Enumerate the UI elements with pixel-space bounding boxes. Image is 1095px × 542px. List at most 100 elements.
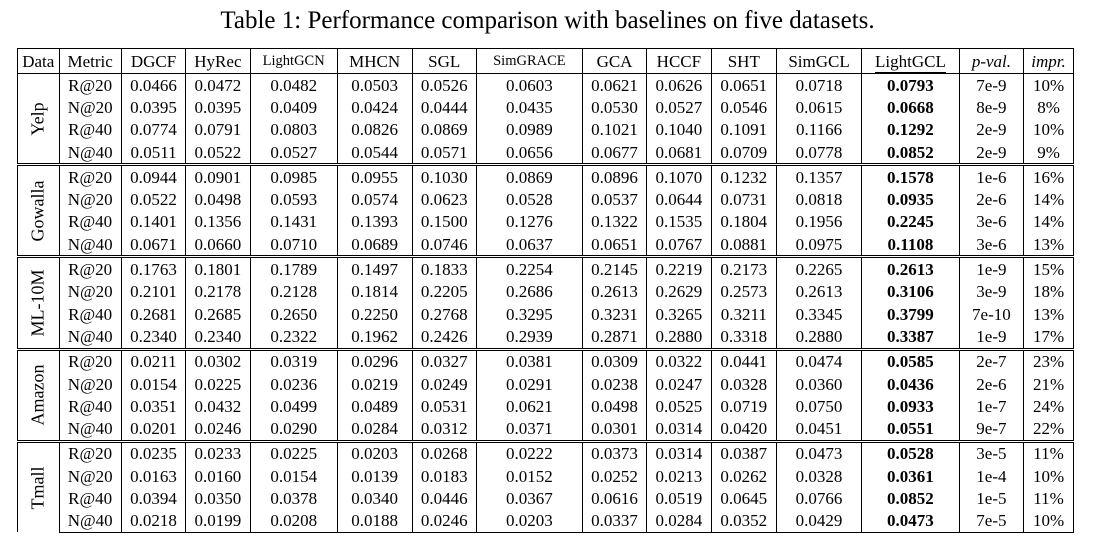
value-cell: 0.2613: [581, 280, 648, 303]
value-cell: 0.2219: [646, 255, 712, 281]
value-cell: 0.0766: [775, 487, 863, 510]
value-cell: 0.0656: [475, 140, 583, 166]
impr-cell: 22%: [1023, 417, 1074, 442]
dataset-label-cell: ML-10M: [17, 255, 60, 350]
value-cell: 0.0719: [710, 395, 777, 418]
value-cell: 0.2101: [120, 280, 187, 303]
value-cell: 0.1956: [775, 210, 863, 234]
value-cell: 0.0474: [775, 347, 863, 373]
table-row: N@20 0.0163 0.0160 0.0154 0.0139 0.0183 0.0152…: [18, 465, 1074, 488]
metric-cell: R@20: [58, 439, 122, 466]
value-cell: 0.0985: [249, 163, 338, 189]
value-cell: 0.0218: [120, 509, 187, 533]
value-cell: 0.0651: [710, 73, 777, 97]
metric-cell: N@20: [58, 96, 122, 119]
value-cell: 0.1091: [710, 118, 777, 141]
value-cell: 0.0352: [710, 509, 777, 533]
dataset-label: Amazon: [27, 364, 48, 426]
value-cell: 0.0537: [581, 188, 648, 211]
header-mhcn: MHCN: [336, 48, 413, 74]
value-cell: 0.2871: [581, 325, 648, 350]
table-row: Amazon R@20 0.0211 0.0302 0.0319 0.0296 0.0327…: [17, 347, 1074, 442]
value-cell: 0.0571: [411, 140, 477, 166]
impr-cell: 13%: [1023, 233, 1074, 258]
value-cell: 0.0933: [861, 395, 960, 418]
dataset-label-cell: Amazon: [17, 347, 60, 442]
value-cell: 0.0482: [249, 73, 338, 97]
pval-cell: 3e-6: [958, 210, 1025, 234]
value-cell: 0.2613: [775, 280, 863, 303]
header-row: Data Metric DGCF HyRec LightGCN MHCN SGL…: [17, 48, 1074, 74]
value-cell: 0.2681: [120, 302, 187, 326]
value-cell: 0.1814: [336, 280, 413, 303]
value-cell: 0.1497: [336, 255, 413, 281]
pval-cell: 3e-5: [958, 439, 1025, 466]
value-cell: 0.0252: [581, 465, 648, 488]
value-cell: 0.0489: [336, 395, 413, 418]
value-cell: 0.3106: [861, 280, 960, 303]
value-cell: 0.0621: [475, 395, 583, 418]
value-cell: 0.2629: [646, 280, 712, 303]
value-cell: 0.0351: [120, 395, 187, 418]
value-cell: 0.2340: [120, 325, 187, 350]
value-cell: 0.2613: [861, 255, 960, 281]
value-cell: 0.2340: [185, 325, 251, 350]
dataset-label-cell: Gowalla: [17, 163, 60, 257]
pval-cell: 1e-4: [958, 465, 1025, 488]
value-cell: 0.0361: [861, 465, 960, 488]
table-row: N@20 0.2101 0.2178 0.2128 0.1814 0.2205 0.2686…: [18, 280, 1074, 303]
value-cell: 0.0314: [646, 417, 712, 442]
metric-cell: N@40: [58, 417, 122, 442]
value-cell: 0.0767: [646, 233, 712, 258]
value-cell: 0.0526: [411, 73, 477, 97]
value-cell: 0.0154: [249, 465, 338, 488]
pval-cell: 3e-9: [958, 280, 1025, 303]
table-row: N@20 0.0522 0.0498 0.0593 0.0574 0.0623 0.0528…: [18, 188, 1074, 211]
value-cell: 0.0314: [646, 439, 712, 466]
header-simgcl: SimGCL: [775, 48, 863, 74]
header-gca: GCA: [581, 48, 648, 74]
value-cell: 0.1108: [861, 233, 960, 258]
value-cell: 0.2205: [411, 280, 477, 303]
dataset-group: ML-10M R@20 0.1763 0.1801 0.1789 0.1497 0.1833…: [17, 255, 1074, 350]
value-cell: 0.0203: [336, 439, 413, 466]
value-cell: 0.2250: [336, 302, 413, 326]
pval-cell: 7e-5: [958, 509, 1025, 533]
value-cell: 0.0869: [475, 163, 583, 189]
value-cell: 0.0238: [581, 372, 648, 396]
value-cell: 0.0731: [710, 188, 777, 211]
table-row: N@40 0.2340 0.2340 0.2322 0.1962 0.2426 0.2939…: [18, 325, 1074, 350]
header-sgl: SGL: [411, 48, 477, 74]
dataset-label-cell: Tmall: [17, 439, 60, 533]
value-cell: 0.0616: [581, 487, 648, 510]
value-cell: 0.0208: [249, 509, 338, 533]
value-cell: 0.0466: [120, 73, 187, 97]
value-cell: 0.0284: [646, 509, 712, 533]
value-cell: 0.1763: [120, 255, 187, 281]
value-cell: 0.0246: [411, 509, 477, 533]
impr-cell: 21%: [1023, 372, 1074, 396]
value-cell: 0.1356: [185, 210, 251, 234]
value-cell: 0.2573: [710, 280, 777, 303]
value-cell: 0.0337: [581, 509, 648, 533]
value-cell: 0.0660: [185, 233, 251, 258]
value-cell: 0.0322: [646, 347, 712, 373]
impr-cell: 11%: [1023, 439, 1074, 466]
pval-cell: 2e-6: [958, 372, 1025, 396]
value-cell: 0.0262: [710, 465, 777, 488]
metric-cell: N@20: [58, 372, 122, 396]
value-cell: 0.3799: [861, 302, 960, 326]
value-cell: 0.0284: [336, 417, 413, 442]
value-cell: 0.0803: [249, 118, 338, 141]
value-cell: 0.0420: [710, 417, 777, 442]
value-cell: 0.0689: [336, 233, 413, 258]
value-cell: 0.0291: [475, 372, 583, 396]
header-hyrec: HyRec: [185, 48, 251, 74]
value-cell: 0.1070: [646, 163, 712, 189]
impr-cell: 14%: [1023, 210, 1074, 234]
table-row: Gowalla R@20 0.0944 0.0901 0.0985 0.0955 0.103…: [17, 163, 1074, 257]
value-cell: 0.0710: [249, 233, 338, 258]
value-cell: 0.0472: [185, 73, 251, 97]
metric-cell: N@20: [58, 465, 122, 488]
value-cell: 0.0473: [775, 439, 863, 466]
